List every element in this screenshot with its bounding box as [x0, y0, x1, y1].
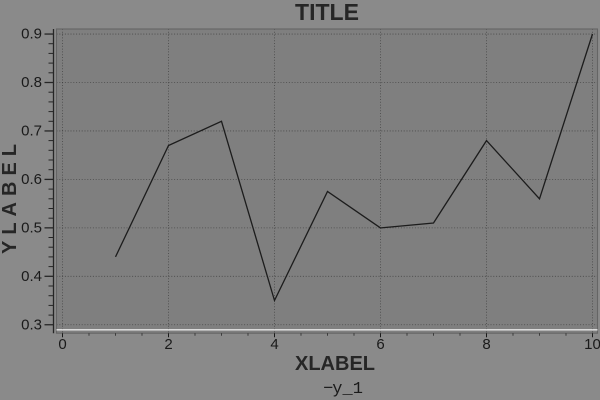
svg-text:0.4: 0.4 — [21, 268, 42, 285]
svg-text:0: 0 — [58, 336, 66, 353]
svg-text:0.6: 0.6 — [21, 171, 42, 188]
svg-text:0.9: 0.9 — [21, 26, 42, 43]
svg-text:10: 10 — [584, 336, 600, 353]
svg-text:6: 6 — [376, 336, 384, 353]
svg-text:4: 4 — [270, 336, 278, 353]
svg-text:2: 2 — [164, 336, 172, 353]
svg-text:0.5: 0.5 — [21, 220, 42, 237]
svg-text:0.7: 0.7 — [21, 123, 42, 140]
svg-text:0.8: 0.8 — [21, 74, 42, 91]
svg-text:8: 8 — [482, 336, 490, 353]
svg-text:0.3: 0.3 — [21, 317, 42, 334]
